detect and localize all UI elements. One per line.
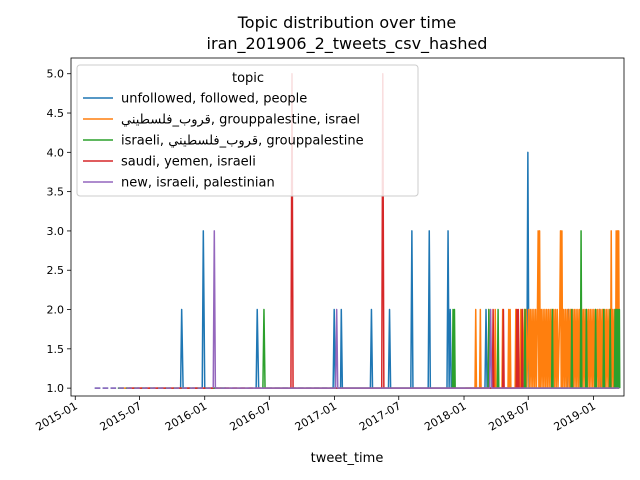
y-tick-label: 3.5 bbox=[47, 186, 65, 199]
legend-title: topic bbox=[232, 71, 264, 86]
y-tick-label: 3.0 bbox=[47, 225, 65, 238]
series-layer bbox=[94, 72, 621, 389]
plot-frame bbox=[70, 57, 625, 397]
legend-label: قروب_فلسطيني, grouppalestine, israel bbox=[121, 113, 360, 128]
y-tick-label: 1.5 bbox=[47, 343, 65, 356]
x-tick-label: 2018-01 bbox=[422, 399, 468, 433]
legend-label: israeli, قروب_فلسطيني, grouppalestine bbox=[121, 134, 364, 149]
legend: topic unfollowed, followed, people قروب_ف… bbox=[76, 64, 419, 197]
x-tick-label: 2017-01 bbox=[293, 399, 339, 433]
y-tick-label: 2.5 bbox=[47, 264, 65, 277]
series-line-4-1 bbox=[212, 230, 620, 389]
x-tick-label: 2016-01 bbox=[163, 399, 209, 433]
legend-label: saudi, yemen, israeli bbox=[121, 155, 256, 170]
legend-label: new, israeli, palestinian bbox=[121, 176, 275, 191]
legend-box bbox=[76, 64, 419, 197]
y-tick-label: 4.0 bbox=[47, 146, 65, 159]
series-line-0-1 bbox=[179, 230, 260, 389]
x-axis-label: tweet_time bbox=[311, 451, 384, 466]
x-tick-label: 2016-07 bbox=[227, 399, 273, 433]
x-tick-label: 2018-07 bbox=[486, 399, 532, 433]
y-tick-label: 2.0 bbox=[47, 304, 65, 317]
x-tick-label: 2017-07 bbox=[357, 399, 403, 433]
legend-items: unfollowed, followed, people قروب_فلسطيني… bbox=[83, 92, 364, 191]
chart-title: Topic distribution over time bbox=[237, 13, 457, 32]
legend-label: unfollowed, followed, people bbox=[121, 92, 307, 107]
x-axis: 2015-01 2015-07 2016-01 2016-07 2017-01 2017-… bbox=[33, 396, 598, 434]
x-tick-label: 2019-01 bbox=[552, 399, 598, 433]
y-tick-label: 1.0 bbox=[47, 382, 65, 395]
y-tick-label: 5.0 bbox=[47, 68, 65, 81]
chart-subtitle: iran_201906_2_tweets_csv_hashed bbox=[207, 34, 488, 54]
x-tick-label: 2015-07 bbox=[98, 399, 144, 433]
y-tick-label: 4.5 bbox=[47, 107, 65, 120]
x-tick-label: 2015-01 bbox=[33, 399, 79, 433]
y-axis: 1.0 1.5 2.0 2.5 3.0 3.5 4.0 4.5 5.0 bbox=[47, 68, 71, 395]
